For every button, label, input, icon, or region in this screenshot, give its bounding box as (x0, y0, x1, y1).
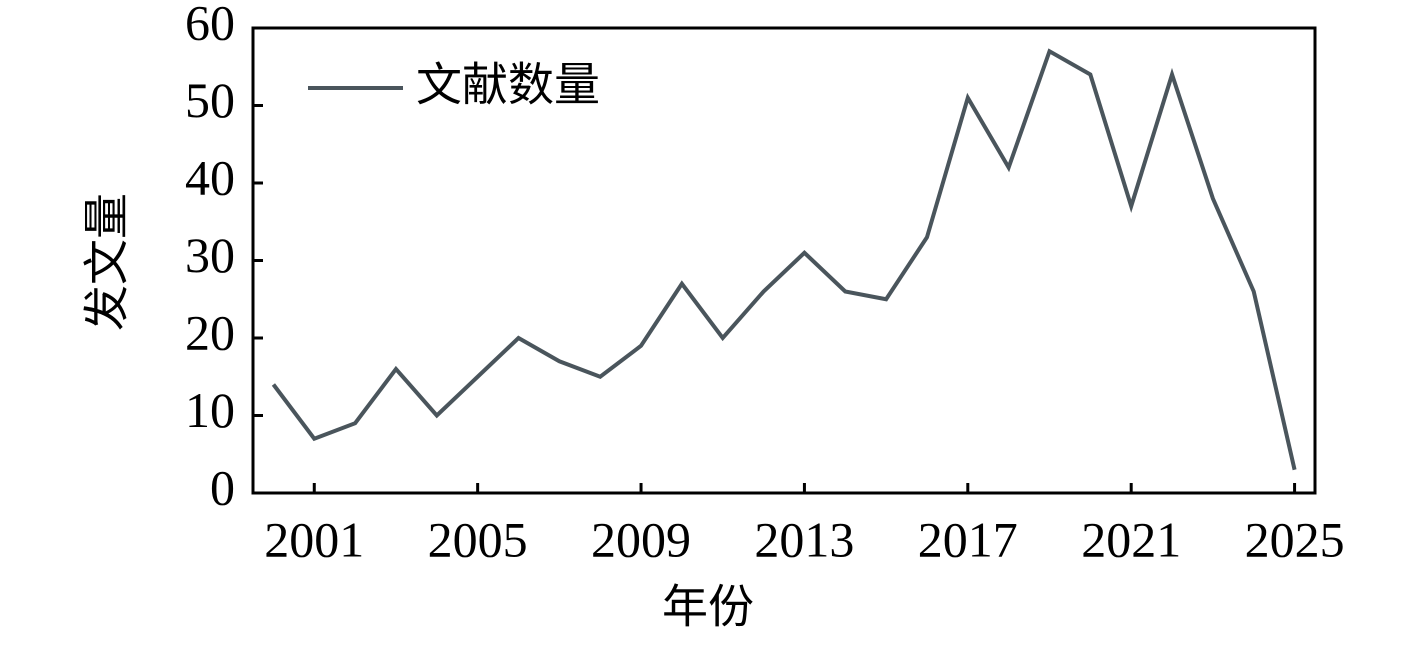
y-tick-label: 0 (210, 459, 235, 515)
x-tick-label: 2021 (1081, 511, 1181, 567)
y-tick-label: 60 (185, 0, 235, 50)
y-tick-label: 40 (185, 149, 235, 205)
y-tick-label: 30 (185, 227, 235, 283)
data-line (271, 48, 1297, 471)
legend-label: 文献数量 (416, 60, 600, 111)
y-tick-label: 10 (185, 382, 235, 438)
y-axis-title: 发文量 (82, 193, 133, 331)
x-tick-label: 2005 (428, 511, 528, 567)
y-tick-label: 50 (185, 72, 235, 128)
x-tick-label: 2017 (918, 511, 1018, 567)
plot-frame (251, 26, 1317, 495)
x-tick-label: 2013 (754, 511, 854, 567)
y-tick-label: 20 (185, 304, 235, 360)
x-tick-label: 2025 (1245, 511, 1345, 567)
x-tick-label: 2001 (264, 511, 364, 567)
x-tick-label: 2009 (591, 511, 691, 567)
x-axis-title: 年份 (662, 582, 754, 633)
